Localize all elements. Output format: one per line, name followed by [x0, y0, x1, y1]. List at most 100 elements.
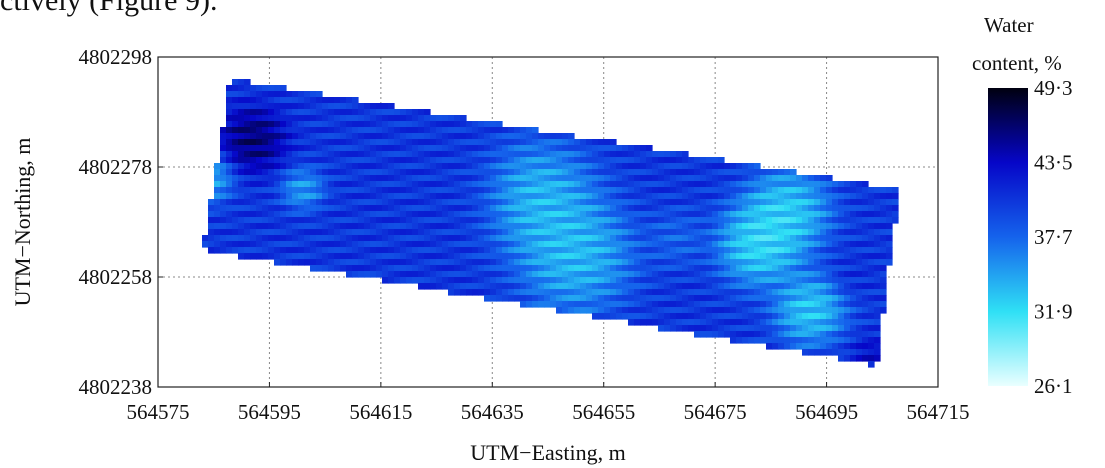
- heatmap-cell: [436, 259, 443, 266]
- heatmap-cell: [622, 229, 629, 236]
- heatmap-cell: [718, 217, 725, 224]
- heatmap-cell: [754, 277, 761, 284]
- heatmap-cell: [772, 181, 779, 188]
- heatmap-cell: [382, 145, 389, 152]
- heatmap-cell: [472, 229, 479, 236]
- heatmap-cell: [616, 169, 623, 176]
- heatmap-cell: [244, 229, 251, 236]
- heatmap-cell: [562, 133, 569, 140]
- heatmap-cell: [478, 199, 485, 206]
- heatmap-cell: [718, 301, 725, 308]
- heatmap-cell: [370, 109, 377, 116]
- heatmap-cell: [436, 121, 443, 128]
- heatmap-cell: [658, 151, 665, 158]
- heatmap-cell: [574, 163, 581, 170]
- heatmap-cell: [466, 139, 473, 146]
- heatmap-cell: [472, 199, 479, 206]
- heatmap-cell: [772, 331, 779, 338]
- heatmap-cell: [316, 109, 323, 116]
- heatmap-cell: [634, 145, 641, 152]
- heatmap-cell: [292, 211, 299, 218]
- heatmap-cell: [502, 295, 509, 302]
- heatmap-cell: [742, 301, 749, 308]
- heatmap-cell: [376, 247, 383, 254]
- heatmap-cell: [508, 157, 515, 164]
- heatmap-cell: [616, 313, 623, 320]
- heatmap-cell: [760, 193, 767, 200]
- heatmap-cell: [826, 253, 833, 260]
- heatmap-cell: [364, 241, 371, 248]
- heatmap-cell: [688, 157, 695, 164]
- heatmap-cell: [628, 181, 635, 188]
- heatmap-cell: [340, 169, 347, 176]
- heatmap-cell: [850, 259, 857, 266]
- heatmap-cell: [376, 175, 383, 182]
- heatmap-cell: [238, 199, 245, 206]
- heatmap-cell: [718, 157, 725, 164]
- heatmap-cell: [334, 97, 341, 104]
- heatmap-cell: [280, 241, 287, 248]
- heatmap-cell: [250, 235, 257, 242]
- heatmap-cell: [682, 283, 689, 290]
- heatmap-cell: [280, 85, 287, 92]
- heatmap-cell: [622, 205, 629, 212]
- heatmap-cell: [256, 103, 263, 110]
- heatmap-cell: [688, 271, 695, 278]
- heatmap-cell: [256, 139, 263, 146]
- heatmap-cell: [766, 247, 773, 254]
- heatmap-cell: [820, 253, 827, 260]
- heatmap-cell: [346, 217, 353, 224]
- heatmap-cell: [790, 343, 797, 350]
- heatmap-cell: [226, 235, 233, 242]
- heatmap-cell: [526, 253, 533, 260]
- heatmap-cell: [712, 289, 719, 296]
- heatmap-cell: [412, 145, 419, 152]
- heatmap-cell: [322, 121, 329, 128]
- heatmap-cell: [832, 229, 839, 236]
- heatmap-cell: [370, 127, 377, 134]
- heatmap-cell: [658, 229, 665, 236]
- heatmap-cell: [262, 139, 269, 146]
- heatmap-cell: [610, 139, 617, 146]
- heatmap-cell: [238, 181, 245, 188]
- heatmap-cell: [226, 181, 233, 188]
- heatmap-cell: [664, 235, 671, 242]
- heatmap-cell: [568, 145, 575, 152]
- heatmap-cell: [874, 355, 881, 362]
- heatmap-cell: [442, 241, 449, 248]
- heatmap-cell: [664, 175, 671, 182]
- heatmap-cell: [268, 169, 275, 176]
- heatmap-cell: [238, 133, 245, 140]
- heatmap-cell: [382, 205, 389, 212]
- heatmap-cell: [226, 145, 233, 152]
- heatmap-cell: [616, 217, 623, 224]
- heatmap-cell: [406, 133, 413, 140]
- heatmap-cell: [586, 229, 593, 236]
- heatmap-cell: [682, 169, 689, 176]
- heatmap-cell: [886, 259, 893, 266]
- heatmap-cell: [544, 301, 551, 308]
- heatmap-cell: [730, 313, 737, 320]
- heatmap-cell: [250, 181, 257, 188]
- heatmap-cell: [742, 325, 749, 332]
- heatmap-cell: [370, 211, 377, 218]
- heatmap-cell: [226, 223, 233, 230]
- heatmap-cell: [430, 229, 437, 236]
- heatmap-cell: [406, 229, 413, 236]
- heatmap-cell: [796, 187, 803, 194]
- heatmap-cell: [274, 211, 281, 218]
- heatmap-cell: [850, 229, 857, 236]
- heatmap-cell: [514, 193, 521, 200]
- heatmap-cell: [670, 271, 677, 278]
- heatmap-cell: [766, 181, 773, 188]
- heatmap-cell: [478, 133, 485, 140]
- heatmap-cell: [880, 307, 887, 314]
- heatmap-cell: [604, 205, 611, 212]
- heatmap-cell: [634, 169, 641, 176]
- heatmap-cell: [820, 175, 827, 182]
- heatmap-cell: [826, 181, 833, 188]
- heatmap-cell: [730, 259, 737, 266]
- heatmap-cell: [856, 271, 863, 278]
- heatmap-cell: [880, 235, 887, 242]
- heatmap-cell: [532, 301, 539, 308]
